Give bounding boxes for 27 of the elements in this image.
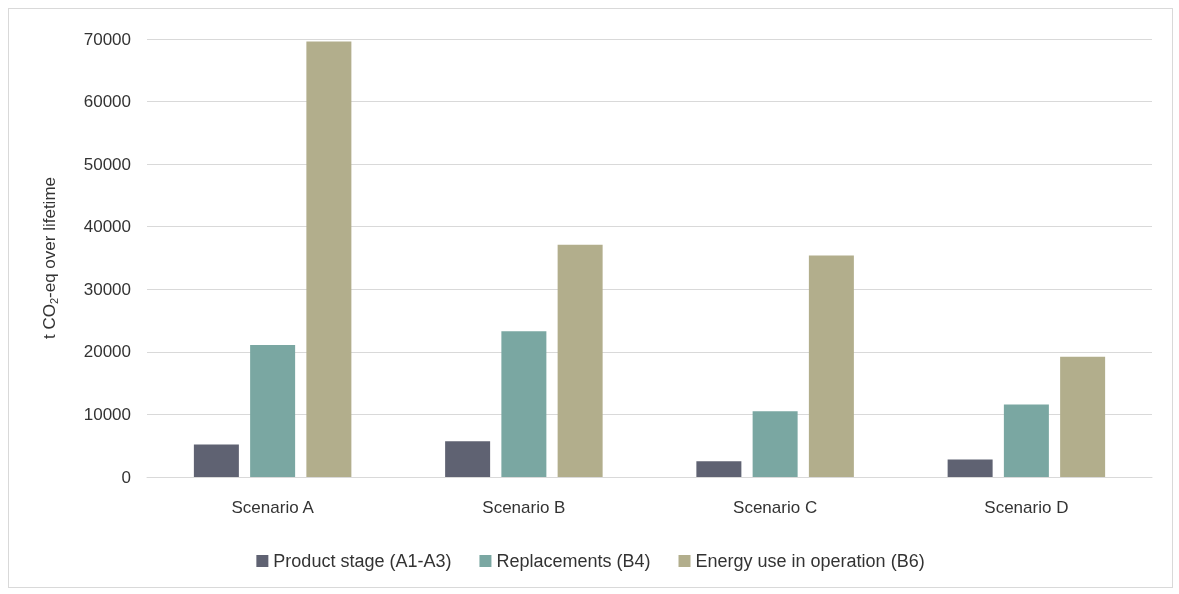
y-tick-label: 40000 (83, 217, 131, 237)
y-tick-label: 20000 (83, 342, 131, 362)
x-tick-label: Scenario D (984, 498, 1069, 517)
y-tick-label: 50000 (83, 154, 131, 174)
bar (947, 459, 993, 477)
bar (1003, 404, 1049, 477)
bar (306, 41, 352, 477)
bar (501, 331, 547, 477)
bar (445, 441, 491, 477)
x-tick-label: Scenario B (482, 498, 566, 517)
x-tick-label: Scenario C (733, 498, 818, 517)
y-tick-label: 30000 (83, 279, 131, 299)
bar (557, 244, 603, 477)
bar (250, 344, 296, 477)
bar (808, 255, 854, 477)
bar (696, 461, 742, 477)
y-tick-label: 70000 (83, 29, 131, 49)
bar (193, 444, 239, 477)
x-tick-label: Scenario A (231, 498, 315, 517)
bar (752, 411, 798, 477)
y-tick-label: 10000 (83, 404, 131, 424)
legend-label: Replacements (B4) (496, 551, 651, 571)
y-tick-label: 60000 (83, 92, 131, 112)
bar (1060, 356, 1106, 477)
legend-label: Energy use in operation (B6) (695, 551, 925, 571)
y-tick-label: 0 (121, 467, 131, 487)
legend-label: Product stage (A1-A3) (273, 551, 452, 571)
